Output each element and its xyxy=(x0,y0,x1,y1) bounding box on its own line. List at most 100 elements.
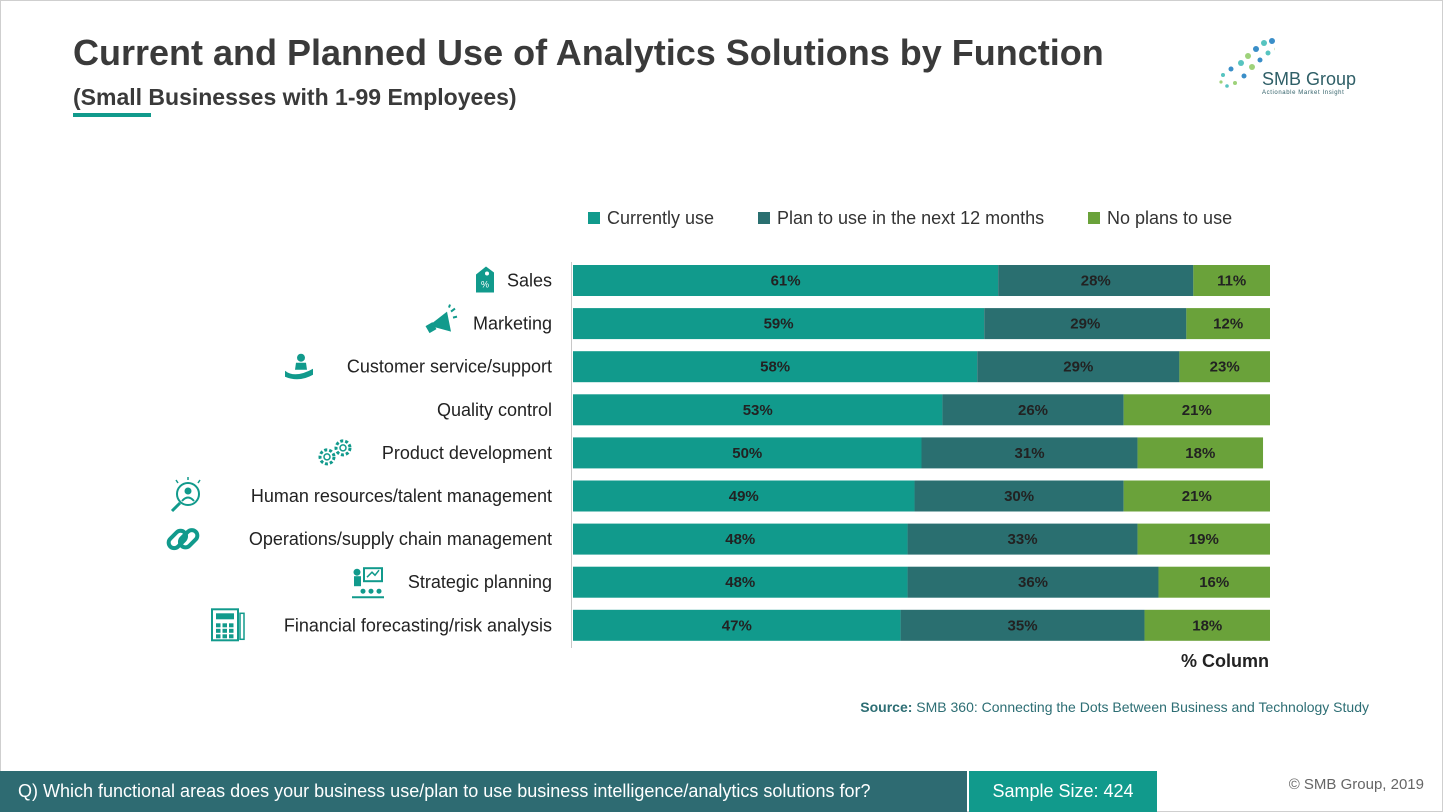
bar-segment xyxy=(942,394,1124,426)
copyright: © SMB Group, 2019 xyxy=(1288,776,1424,793)
bar-segment xyxy=(1193,265,1270,296)
value-axis-unit: % Column xyxy=(1181,651,1269,671)
data-label: 18% xyxy=(1185,445,1215,462)
data-label: 18% xyxy=(1192,617,1222,634)
legend-label: Plan to use in the next 12 months xyxy=(777,208,1045,228)
icon-shape xyxy=(297,353,305,362)
data-label: 23% xyxy=(1210,359,1240,376)
data-label: 19% xyxy=(1189,531,1219,548)
legend-swatch-currently-use xyxy=(588,212,600,224)
data-label: 48% xyxy=(725,531,755,548)
category-label: Product development xyxy=(382,443,552,463)
category-label: Financial forecasting/risk analysis xyxy=(284,615,552,635)
stacked-bar-chart: 61% 28% 11% Sales% 59% 29% 12% Marketing 58% 29% 2… xyxy=(166,265,1270,642)
bar-segment xyxy=(573,523,908,555)
bar-segment xyxy=(998,265,1194,296)
logo-tagline: Actionable Market Insight xyxy=(1262,90,1345,96)
data-label: 16% xyxy=(1199,574,1229,591)
icon-shape xyxy=(368,588,374,594)
legend-swatch-no-plans xyxy=(1088,212,1100,224)
bar-segment xyxy=(573,394,943,426)
icon-shape xyxy=(177,528,200,550)
icon-shape xyxy=(366,569,380,578)
bar-segment xyxy=(914,480,1124,512)
page-title: Current and Planned Use of Analytics Sol… xyxy=(73,32,1104,73)
data-label: 50% xyxy=(732,445,762,462)
legend-label: No plans to use xyxy=(1107,208,1233,228)
legend-label: Currently use xyxy=(607,208,715,228)
data-label: 49% xyxy=(729,488,759,505)
source-label: Source: xyxy=(860,699,913,715)
data-label: 30% xyxy=(1004,488,1034,505)
icon-shape xyxy=(448,304,458,319)
bar-segment xyxy=(573,437,922,469)
bar-segment xyxy=(1179,351,1270,383)
bar-segment xyxy=(573,308,985,340)
icon-shape xyxy=(476,266,494,293)
data-label: 21% xyxy=(1182,488,1212,505)
icon-shape xyxy=(222,623,227,628)
category-label: Sales xyxy=(507,271,552,291)
legend-item-currently-use: Currently use xyxy=(588,208,714,229)
data-label: 48% xyxy=(725,574,755,591)
icon-shape xyxy=(425,322,437,334)
icon-shape xyxy=(323,453,331,461)
logo-dots-icon xyxy=(1219,38,1275,88)
icon-shape xyxy=(376,588,382,594)
icon-shape xyxy=(216,634,221,639)
presentation-icon xyxy=(352,567,384,599)
bar-segment xyxy=(1123,480,1270,512)
icon-shape xyxy=(339,444,347,452)
bar-segment xyxy=(1186,308,1270,340)
calculator-icon xyxy=(211,608,245,642)
data-label: 31% xyxy=(1015,445,1045,462)
icon-shape xyxy=(354,576,361,587)
data-label: 29% xyxy=(1063,359,1093,376)
bar-segment xyxy=(921,437,1138,469)
icon-shape xyxy=(229,634,234,639)
logo-wordmark: SMB Group xyxy=(1262,69,1357,89)
data-label: 28% xyxy=(1081,273,1111,290)
icon-shape xyxy=(285,368,313,380)
icon-shape xyxy=(216,628,221,633)
data-label: 26% xyxy=(1018,402,1048,419)
data-label: 12% xyxy=(1213,316,1243,333)
icon-glyph: % xyxy=(481,280,489,290)
bar-segment xyxy=(573,265,999,296)
bar-segment xyxy=(1137,523,1270,555)
survey-question: Q) Which functional areas does your busi… xyxy=(0,771,967,812)
source-text: SMB 360: Connecting the Dots Between Bus… xyxy=(916,699,1369,715)
icon-shape xyxy=(229,623,234,628)
icon-shape xyxy=(360,588,366,594)
icon-shape xyxy=(176,482,200,506)
icon-shape xyxy=(229,628,234,633)
data-label: 29% xyxy=(1070,316,1100,333)
data-label: 36% xyxy=(1018,574,1048,591)
chain-link-icon xyxy=(166,528,200,551)
bar-segment xyxy=(573,609,901,641)
bar-segment xyxy=(573,566,908,598)
bar-segment xyxy=(573,480,915,512)
icon-shape xyxy=(334,439,352,457)
icon-shape xyxy=(318,448,336,466)
icon-shape xyxy=(222,634,227,639)
megaphone-icon xyxy=(425,304,458,334)
category-label: Customer service/support xyxy=(347,357,552,377)
icon-shape xyxy=(222,628,227,633)
data-label: 21% xyxy=(1182,402,1212,419)
bar-segment xyxy=(1158,566,1270,598)
category-label: Strategic planning xyxy=(408,572,552,592)
legend-item-no-plans: No plans to use xyxy=(1088,208,1232,229)
bar-segment xyxy=(900,609,1145,641)
icon-shape xyxy=(170,501,182,513)
sample-size-badge: Sample Size: 424 xyxy=(969,771,1157,812)
data-label: 47% xyxy=(722,617,752,634)
icon-shape xyxy=(175,477,201,484)
category-label: Quality control xyxy=(437,400,552,420)
bar-segment xyxy=(1137,437,1264,469)
bar-segment xyxy=(573,351,978,383)
data-label: 58% xyxy=(760,359,790,376)
data-label: 53% xyxy=(743,402,773,419)
icon-shape xyxy=(353,568,361,576)
category-axis-line xyxy=(571,262,572,648)
